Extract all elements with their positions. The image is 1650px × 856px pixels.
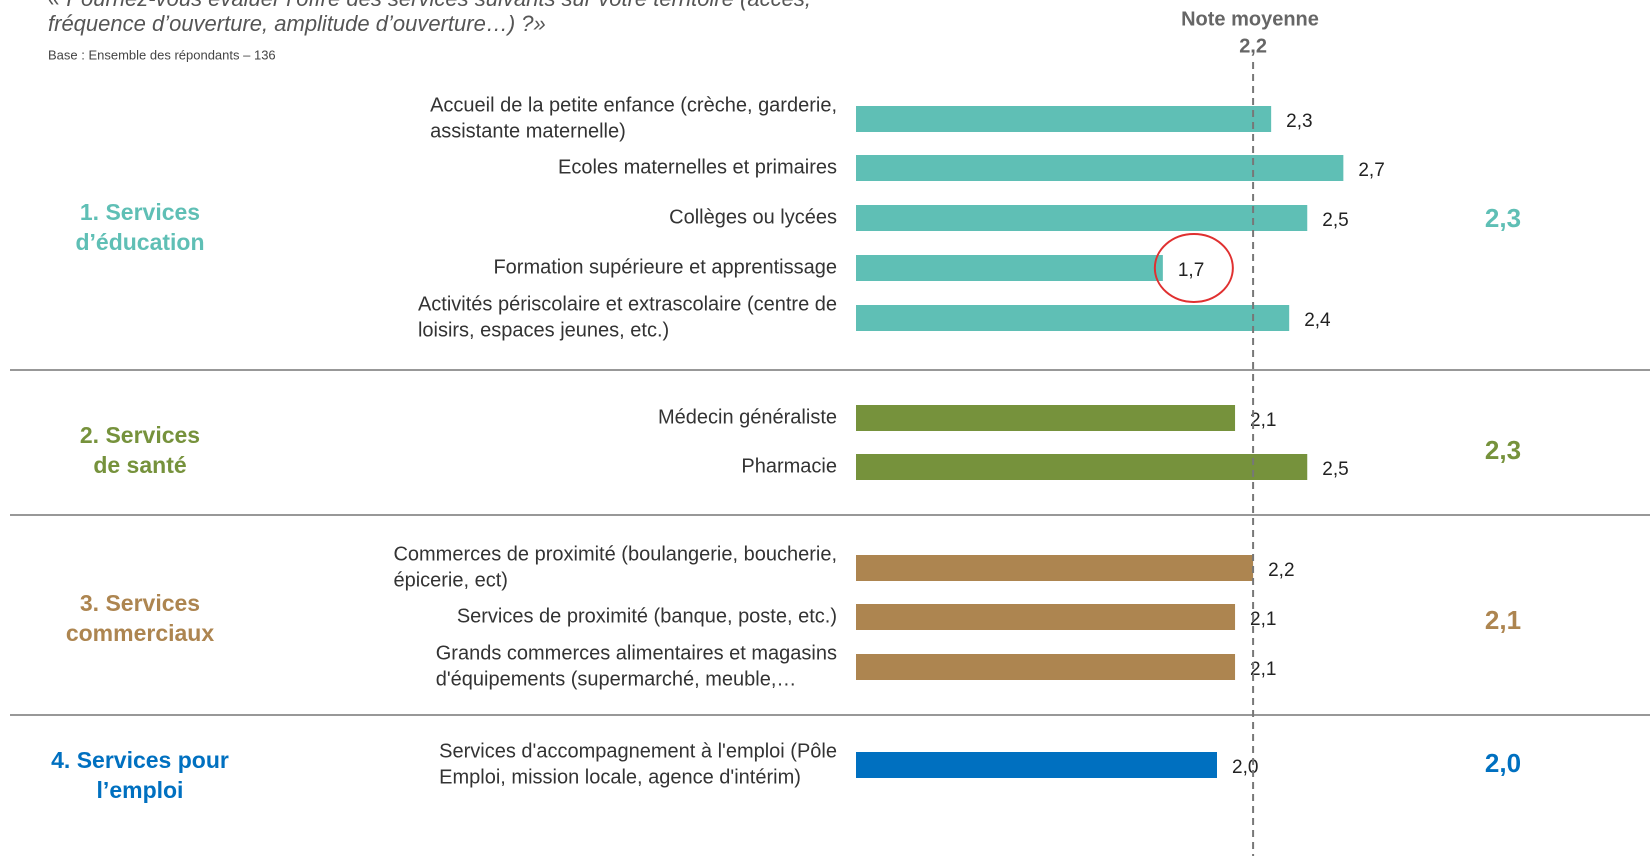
bar [856, 155, 1344, 181]
category-label: Accueil de la petite enfance (crèche, ga… [430, 94, 837, 116]
value-label: 1,7 [1178, 260, 1204, 281]
category-label: d'équipements (supermarché, meuble,… [436, 668, 797, 690]
highlight-circle [1153, 233, 1234, 303]
category-label: Formation supérieure et apprentissage [493, 256, 837, 278]
group-score: 2,3 [1485, 203, 1521, 233]
category-label: Activités périscolaire et extrascolaire … [418, 293, 837, 315]
value-label: 2,5 [1322, 459, 1348, 480]
group-label: commerciaux [66, 620, 215, 646]
group-score: 2,3 [1485, 435, 1521, 465]
value-label: 2,1 [1250, 410, 1276, 431]
group-label: 3. Services [80, 590, 200, 616]
bar [856, 604, 1236, 630]
title-line: « Pourriez-vous évaluer l’offre des serv… [48, 0, 811, 11]
value-label: 2,2 [1268, 560, 1294, 581]
group-label: l’emploi [97, 777, 184, 803]
category-label: Emploi, mission locale, agence d'intérim… [439, 766, 801, 788]
category-label: assistante maternelle) [430, 120, 626, 142]
bar [856, 654, 1236, 680]
value-label: 2,7 [1358, 160, 1384, 181]
bar [856, 454, 1308, 480]
value-label: 2,5 [1322, 210, 1348, 231]
group-label: d’éducation [75, 229, 204, 255]
mean-label: Note moyenne [1181, 8, 1319, 30]
category-label: Médecin généraliste [658, 406, 837, 428]
group-score: 2,1 [1485, 605, 1521, 635]
bar [856, 106, 1272, 132]
bar [856, 752, 1217, 778]
subtitle: Base : Ensemble des répondants – 136 [48, 47, 276, 62]
bar [856, 205, 1308, 231]
value-label: 2,3 [1286, 111, 1312, 132]
group-label: 1. Services [80, 199, 200, 225]
category-label: Commerces de proximité (boulangerie, bou… [393, 543, 837, 565]
group-label: 2. Services [80, 422, 200, 448]
value-label: 2,1 [1250, 609, 1276, 630]
value-label: 2,4 [1304, 310, 1331, 331]
category-label: loisirs, espaces jeunes, etc.) [418, 319, 669, 341]
category-label: Grands commerces alimentaires et magasin… [436, 642, 837, 664]
value-label: 2,1 [1250, 659, 1276, 680]
bar [856, 405, 1236, 431]
category-label: Collèges ou lycées [669, 206, 837, 228]
bar [856, 305, 1290, 331]
group-score: 2,0 [1485, 748, 1521, 778]
category-label: Ecoles maternelles et primaires [558, 156, 837, 178]
category-label: Services d'accompagnement à l'emploi (Pô… [439, 740, 837, 762]
value-label: 2,0 [1232, 757, 1258, 778]
category-label: épicerie, ect) [393, 569, 508, 591]
category-label: Services de proximité (banque, poste, et… [457, 605, 837, 627]
group-label: de santé [93, 452, 186, 478]
category-label: Pharmacie [741, 455, 837, 477]
bar [856, 255, 1163, 281]
mean-value: 2,2 [1239, 35, 1267, 57]
bar [856, 555, 1254, 581]
group-label: 4. Services pour [51, 747, 229, 773]
title-line: fréquence d’ouverture, amplitude d’ouver… [48, 11, 546, 36]
